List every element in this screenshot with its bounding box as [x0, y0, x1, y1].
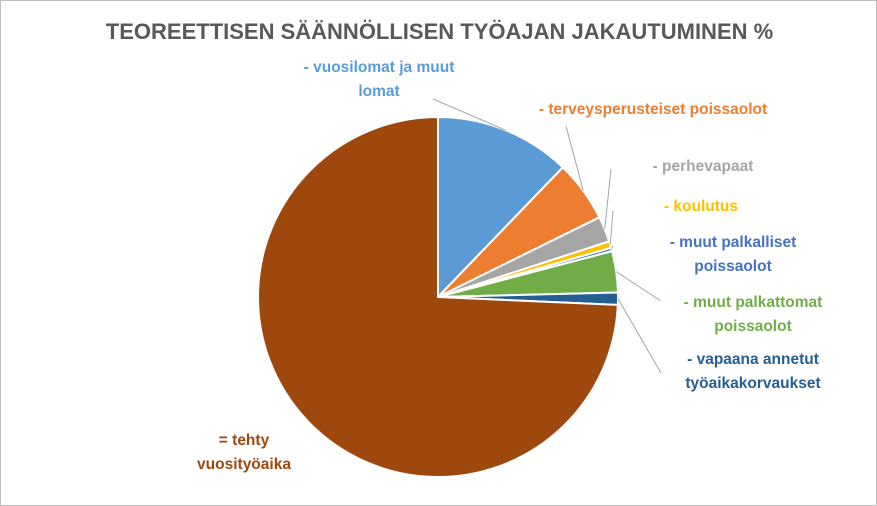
leader-line: [609, 210, 614, 245]
leader-line: [565, 125, 584, 191]
slice-label: - koulutus: [663, 198, 739, 215]
slice-label: = tehty vuosityöaika: [197, 432, 291, 473]
slice-label: - muut palkattomat poissaolot: [683, 294, 823, 335]
chart-title: TEOREETTISEN SÄÄNNÖLLISEN TYÖAJAN JAKAUT…: [105, 19, 774, 44]
slice-label: - perhevapaat: [652, 158, 754, 175]
pie-slice: [437, 115, 565, 300]
leader-line: [604, 168, 612, 230]
leader-line: [615, 271, 662, 302]
pie-slice: [257, 115, 619, 478]
slice-label: - terveysperusteiset poissaolot: [538, 101, 768, 118]
leader-line: [617, 298, 662, 374]
slice-label: - muut palkalliset poissaolot: [669, 234, 797, 275]
slice-label: - vuosilomat ja muut lomat: [303, 59, 455, 100]
leader-line: [432, 98, 506, 131]
leader-line: [611, 245, 614, 250]
slice-label: - vapaana annetut työaikakorvaukset: [685, 351, 821, 392]
